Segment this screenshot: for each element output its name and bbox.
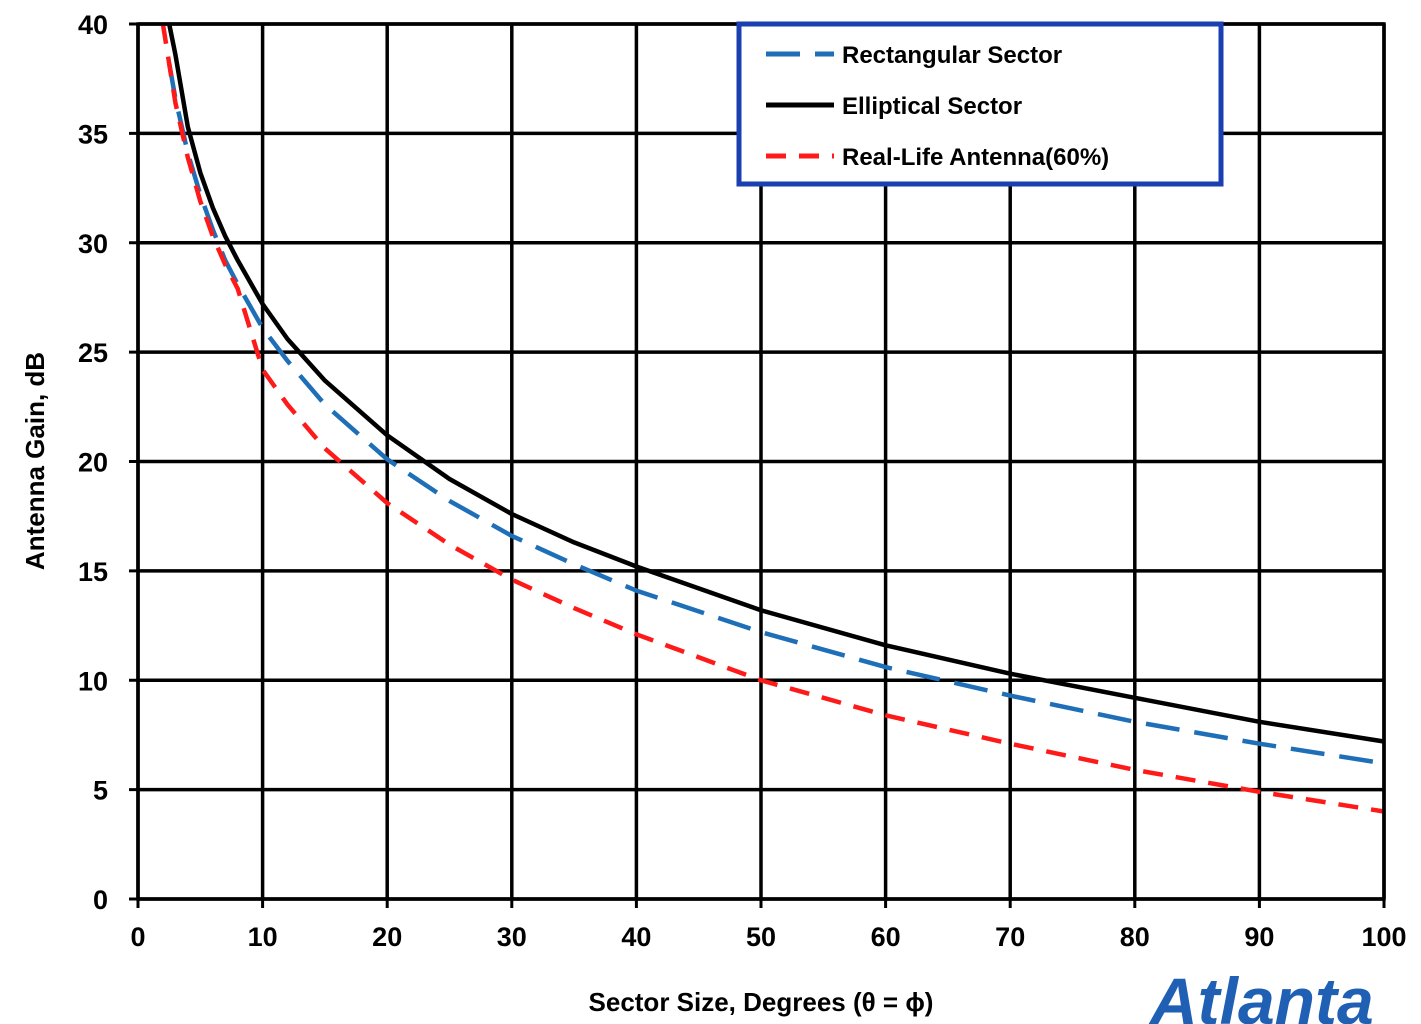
brand-logo-text: Atlanta [1148,964,1374,1024]
x-tick-label: 30 [497,922,527,952]
x-tick-label: 100 [1361,922,1406,952]
legend-label: Elliptical Sector [842,93,1022,120]
x-tick-label: 50 [746,922,776,952]
y-tick-label: 30 [78,229,108,259]
y-tick-label: 25 [78,338,108,368]
y-axis-title: Antenna Gain, dB [20,352,50,570]
y-tick-label: 0 [93,885,108,915]
series-line-1 [166,23,1385,744]
legend-label: Real-Life Antenna(60%) [842,144,1109,171]
y-tick-label: 35 [78,119,108,149]
x-tick-label: 20 [372,922,402,952]
y-tick-label: 5 [93,776,108,806]
legend-items: Rectangular Sector Elliptical Sector Real-… [766,42,1109,171]
x-tick-label: 40 [621,922,651,952]
y-tick-label: 15 [78,557,108,587]
series-line-0 [166,63,1385,766]
x-tick-label: 80 [1120,922,1150,952]
y-tick-label: 20 [78,448,108,478]
y-tick-label: 10 [78,666,108,696]
tick-labels: 0 10 20 30 40 50 60 70 80 90 100 0 5 10 15 20 25 30 35 40 [78,10,1407,952]
x-tick-label: 90 [1244,922,1274,952]
x-tick-label: 70 [995,922,1025,952]
legend-label: Rectangular Sector [842,42,1062,69]
x-axis-title: Sector Size, Degrees (θ = ϕ) [589,987,934,1017]
series-lines [160,23,1385,814]
x-tick-label: 0 [130,922,145,952]
x-tick-label: 60 [871,922,901,952]
y-tick-label: 40 [78,10,108,40]
legend: Rectangular Sector Elliptical Sector Real-… [736,21,1224,187]
series-line-2 [160,23,1385,814]
x-tick-label: 10 [248,922,278,952]
